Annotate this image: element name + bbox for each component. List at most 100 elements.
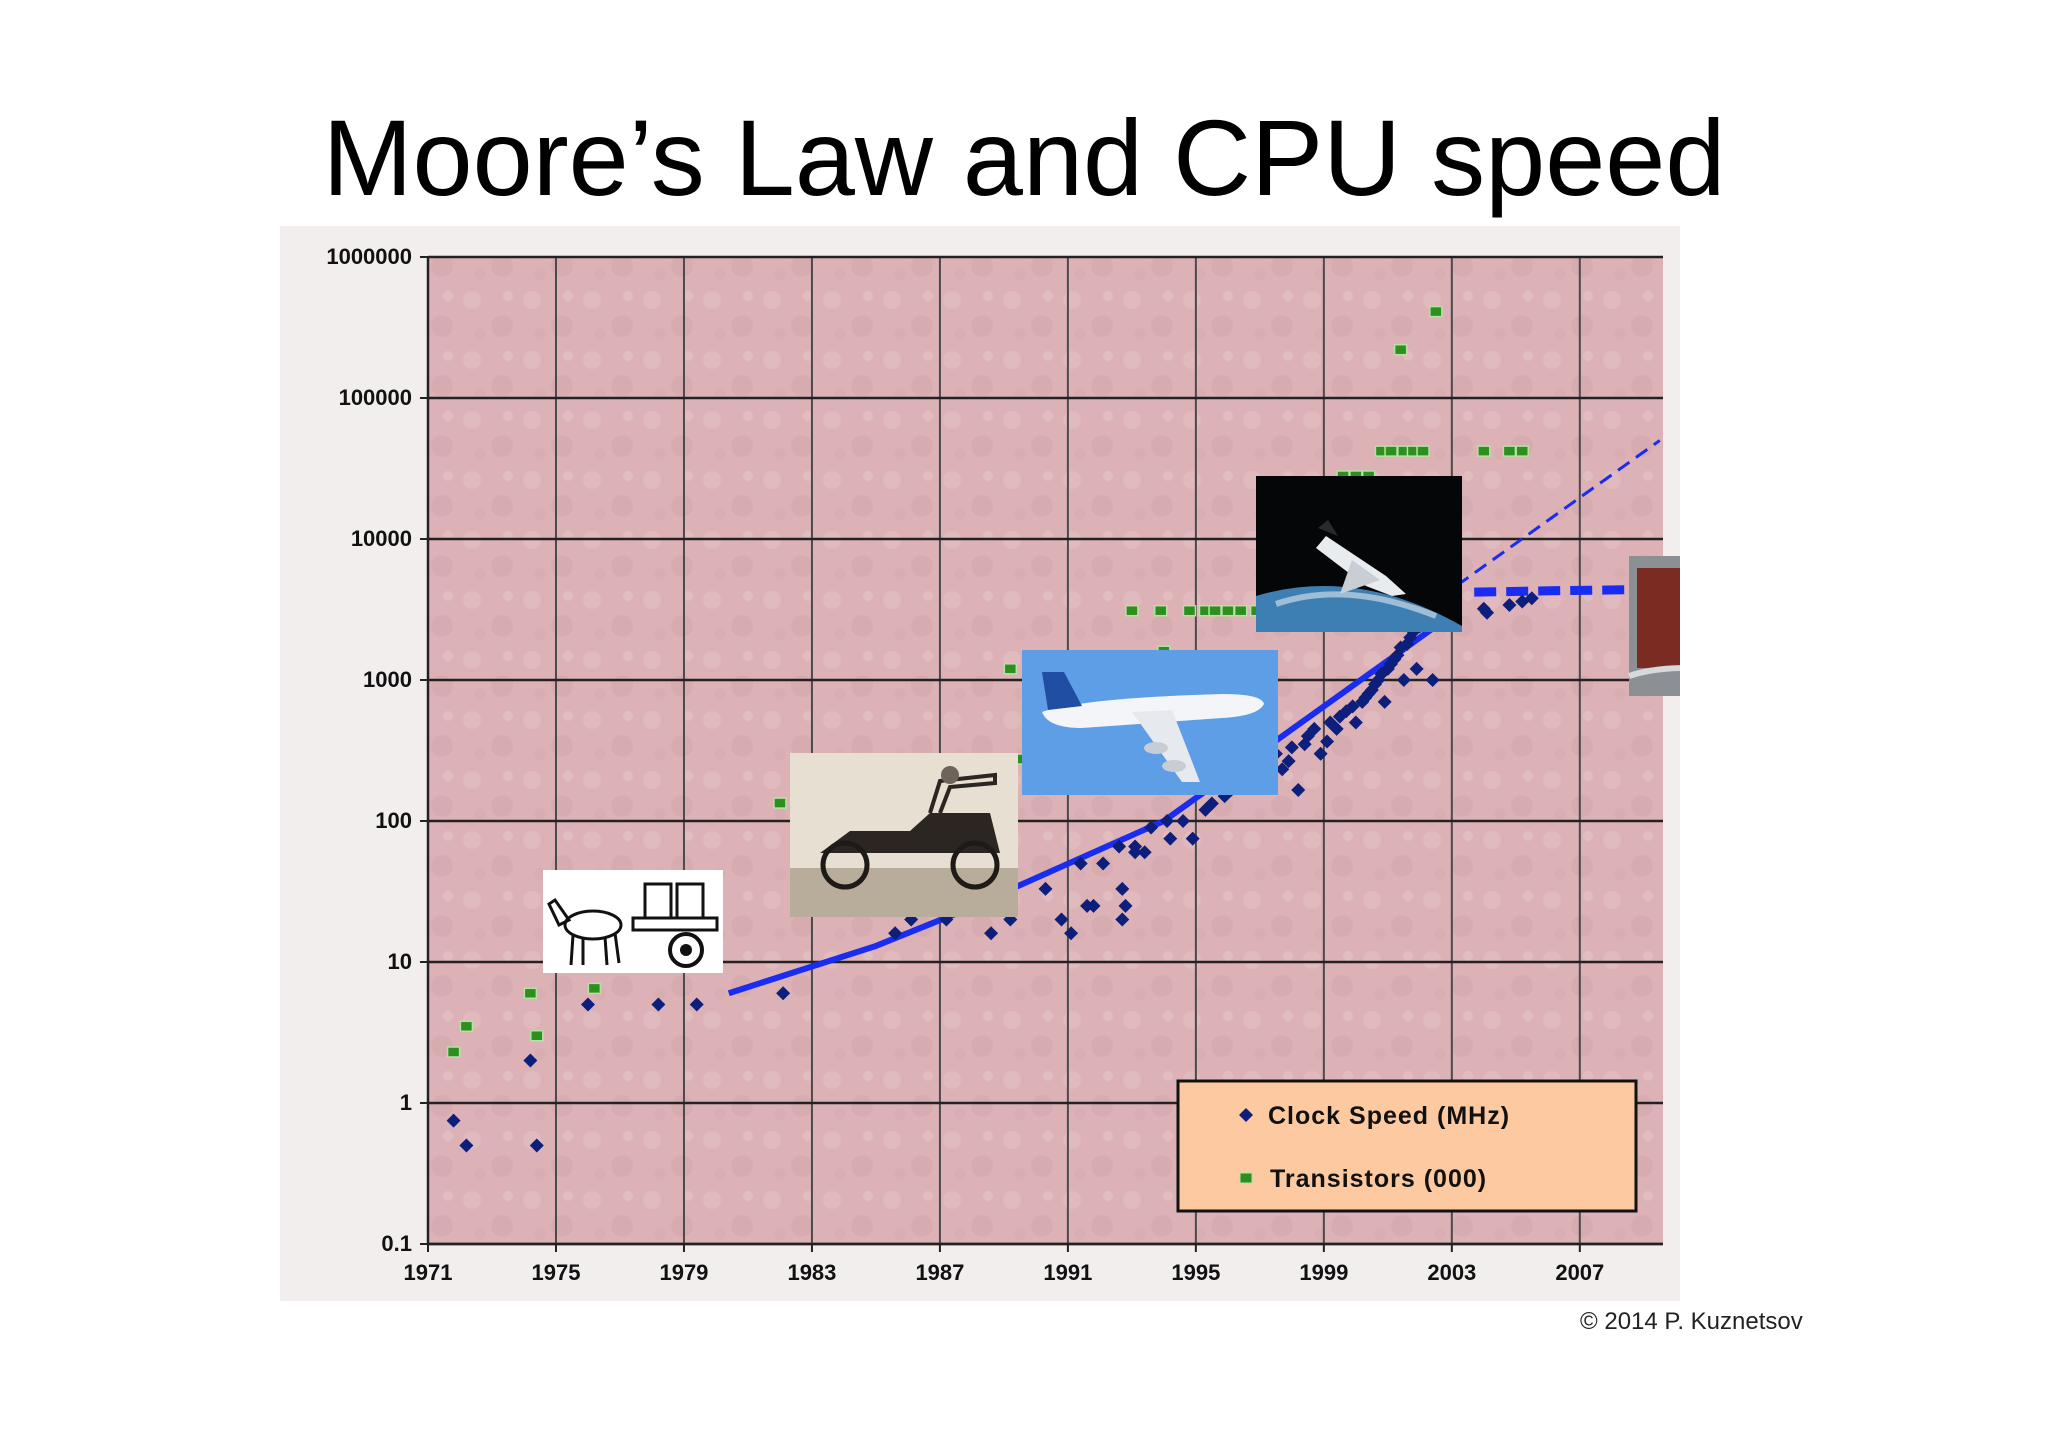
x-tick-label: 1991 bbox=[1043, 1260, 1092, 1285]
clock-speed-point bbox=[1144, 820, 1159, 835]
cables bbox=[1628, 665, 1680, 679]
clock-speed-point bbox=[1313, 746, 1328, 761]
x-tick-label: 1995 bbox=[1171, 1260, 1220, 1285]
clock-speed-point bbox=[1204, 796, 1219, 811]
tail-fin bbox=[1042, 672, 1082, 710]
clock-speed-point bbox=[1185, 831, 1200, 846]
clouds bbox=[1275, 591, 1438, 619]
chart-panel: 1971 1975 1979 1983 1987 1991 1995 1999 2003 2007… bbox=[280, 226, 1680, 1301]
clock-speed-point bbox=[1396, 673, 1411, 687]
clock-speed-point bbox=[1176, 814, 1191, 828]
clock-speed-point bbox=[1073, 856, 1088, 871]
clock-speed-point bbox=[1425, 673, 1440, 687]
clock-speed-point bbox=[1118, 898, 1133, 913]
y-tick-label: 1000 bbox=[363, 667, 412, 692]
transistor-point bbox=[1416, 445, 1430, 457]
data-points bbox=[446, 305, 1539, 1153]
clock-speed-point bbox=[689, 997, 704, 1012]
car-body bbox=[820, 813, 1000, 853]
transistor-point bbox=[1208, 604, 1222, 617]
moores-law-chart: 1971 1975 1979 1983 1987 1991 1995 1999 2003 2007… bbox=[326, 244, 1680, 1285]
clock-speed-point bbox=[1064, 926, 1079, 941]
donkey-cart-image bbox=[543, 870, 723, 973]
transistor-point bbox=[1125, 604, 1139, 617]
shuttle-wing bbox=[1340, 560, 1380, 594]
driver bbox=[941, 766, 959, 784]
clock-speed-point bbox=[1345, 699, 1360, 714]
clock-speed-point bbox=[1160, 814, 1175, 828]
donkey-body bbox=[563, 909, 623, 941]
transistor-point bbox=[1393, 343, 1408, 356]
space-shuttle-image bbox=[1256, 476, 1462, 632]
model-t-car-image bbox=[790, 753, 1018, 917]
clock-speed-point bbox=[1364, 682, 1379, 697]
board-section bbox=[1637, 568, 1680, 668]
clock-speed-point bbox=[1163, 831, 1178, 846]
copyright-notice: © 2014 P. Kuznetsov bbox=[1580, 1308, 1803, 1335]
clock-speed-point bbox=[446, 1113, 461, 1128]
x-tick-label: 1971 bbox=[404, 1260, 453, 1285]
legend-label-clock: Clock Speed (MHz) bbox=[1268, 1102, 1510, 1130]
transistor-point bbox=[530, 1029, 544, 1042]
legend-box bbox=[1176, 1079, 1638, 1213]
trend-line-dashed-thick bbox=[1474, 584, 1664, 597]
motherboard-cpu-image bbox=[1628, 556, 1680, 696]
clock-speed-point bbox=[529, 1138, 544, 1153]
engine bbox=[1144, 742, 1168, 754]
transistor-point bbox=[1515, 445, 1529, 457]
clock-speed-point bbox=[984, 926, 999, 941]
clock-speed-point bbox=[1524, 591, 1539, 606]
clock-speed-point bbox=[1409, 661, 1424, 676]
clock-speed-point bbox=[1038, 881, 1053, 896]
clock-speed-point bbox=[1096, 856, 1111, 871]
donkey-legs bbox=[569, 932, 621, 966]
trend-line-dashed bbox=[1438, 439, 1661, 600]
clock-speed-point bbox=[1086, 898, 1101, 913]
clock-speed-point bbox=[651, 997, 666, 1012]
transistor-point bbox=[1182, 604, 1197, 617]
cart-wheel bbox=[668, 932, 704, 968]
clock-speed-point bbox=[1112, 839, 1127, 854]
illustrations bbox=[543, 476, 1680, 973]
barrel bbox=[675, 882, 705, 920]
clock-speed-point bbox=[1329, 721, 1344, 736]
clock-speed-point bbox=[888, 926, 903, 941]
x-tick-label: 1983 bbox=[787, 1260, 836, 1285]
clock-speed-point bbox=[1291, 782, 1306, 797]
x-tick-label: 2007 bbox=[1555, 1260, 1604, 1285]
transistor-point bbox=[773, 797, 787, 809]
shuttle-body bbox=[1316, 536, 1406, 596]
clock-speed-point bbox=[1384, 656, 1399, 671]
x-tick-label: 1979 bbox=[659, 1260, 708, 1285]
transistor-point bbox=[1153, 604, 1168, 617]
clock-speed-point bbox=[1115, 881, 1130, 896]
clock-speed-point bbox=[523, 1053, 538, 1068]
clock-speed-point bbox=[1307, 721, 1322, 736]
donkey-head bbox=[547, 897, 572, 928]
clock-speed-point bbox=[1377, 694, 1392, 709]
x-tick-label: 1975 bbox=[532, 1260, 581, 1285]
transistor-point bbox=[446, 1046, 461, 1058]
engine bbox=[1162, 760, 1186, 772]
y-tick-label: 1 bbox=[400, 1090, 412, 1115]
barrel bbox=[643, 882, 673, 920]
wheel-hub bbox=[680, 944, 692, 956]
cart-bed bbox=[631, 916, 719, 932]
legend-label-transistors: Transistors (000) bbox=[1270, 1165, 1487, 1193]
y-tick-label: 100 bbox=[375, 808, 412, 833]
slide-title: Moore’s Law and CPU speed bbox=[322, 97, 1726, 218]
clock-speed-point bbox=[1502, 598, 1517, 613]
y-tick-label: 0.1 bbox=[381, 1231, 412, 1256]
clock-speed-point bbox=[1281, 754, 1296, 769]
clock-speed-point bbox=[1137, 845, 1152, 860]
clock-speed-point bbox=[459, 1138, 474, 1153]
y-tick-label: 1000000 bbox=[326, 244, 412, 269]
transistor-point bbox=[1221, 604, 1235, 617]
legend-marker-clock bbox=[1239, 1108, 1253, 1122]
clock-speed-point bbox=[1284, 740, 1299, 755]
transistor-point bbox=[1502, 445, 1517, 457]
transistor-point bbox=[1477, 445, 1491, 457]
clock-speed-point bbox=[1128, 839, 1143, 854]
clock-speed-point bbox=[1275, 762, 1290, 777]
transistor-point bbox=[1233, 604, 1248, 617]
